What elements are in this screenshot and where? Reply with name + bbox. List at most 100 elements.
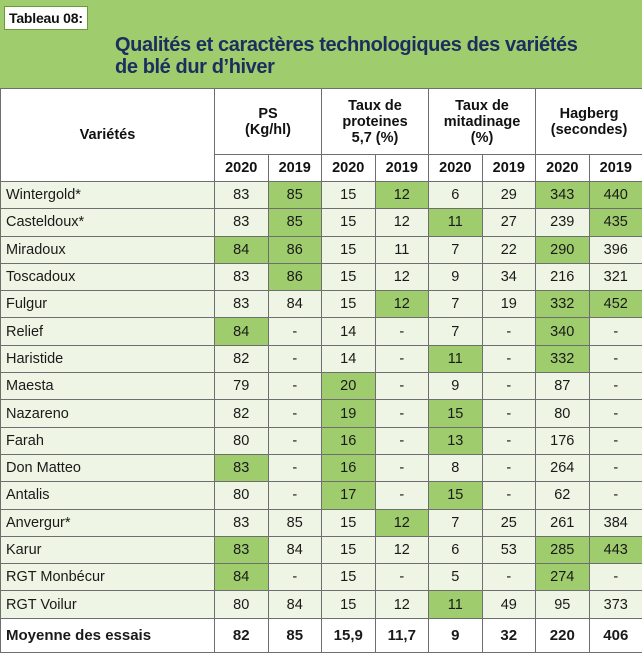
title-line-2: de blé dur d’hiver [115,56,275,78]
table-cell: 83 [214,180,269,210]
table-cell: 14 [321,344,376,374]
table-cell: 87 [535,372,590,401]
table-cell: - [588,399,642,428]
table-cell: 9 [428,262,483,292]
table-cell: 14 [321,317,376,346]
table-cell: - [481,317,537,346]
table-cell: - [267,563,322,592]
table-cell: 11 [428,344,483,374]
table-row: Fulgur 83 84 15 12 7 19 332 452 [0,290,642,319]
average-label: Moyenne des essais [0,617,215,653]
table-cell: 15 [321,208,376,237]
header-mitadinage: Taux de mitadinage (%) [428,88,537,155]
table-cell: - [481,344,537,374]
year-header: 2020 [214,154,269,182]
table-title: Qualités et caractères technologiques de… [115,34,635,78]
table-cell: 15 [321,590,376,619]
table-cell: 19 [321,399,376,428]
header-ps: PS (Kg/hl) [214,88,322,155]
table-cell: - [374,563,430,592]
title-line-1: Qualités et caractères technologiques de… [115,34,578,56]
table-cell: - [481,453,537,483]
table-cell: 84 [214,235,269,264]
variety-name: Farah [0,426,215,455]
table-cell: - [267,372,322,401]
variety-name: Casteldoux* [0,208,215,237]
table-cell: 25 [481,508,537,537]
table-cell: 274 [535,563,590,592]
table-row: Miradoux 84 86 15 11 7 22 290 396 [0,235,642,264]
table-cell: 15 [321,262,376,292]
table-row: RGT Monbécur 84-15-5-274- [0,563,642,592]
table-cell: 29 [481,180,537,210]
table-cell: 49 [481,590,537,619]
table-cell: 340 [535,317,590,346]
variety-name: Karur [0,535,215,565]
table-cell: 285 [535,535,590,565]
table-cell: 12 [374,180,430,210]
table-cell: 435 [588,208,642,237]
variety-name: Anvergur* [0,508,215,537]
table-row: Maesta 79-20-9-87- [0,372,642,401]
table-cell: 440 [588,180,642,210]
variety-name: Wintergold* [0,180,215,210]
table-cell: 332 [535,290,590,319]
table-cell: - [374,317,430,346]
table-cell: 6 [428,180,483,210]
table-cell: - [481,426,537,455]
table-cell: 82 [214,344,269,374]
table-cell: 290 [535,235,590,264]
table-cell: 80 [214,481,269,510]
table-cell: - [267,426,322,455]
table-cell: 12 [374,535,430,565]
table-cell: 84 [267,535,322,565]
table-cell: 22 [481,235,537,264]
table-cell: 7 [428,508,483,537]
table-cell: 216 [535,262,590,292]
table-cell: 86 [267,235,322,264]
variety-name: Don Matteo [0,453,215,483]
table-row: Antalis 80-17-15-62- [0,481,642,510]
table-row: Wintergold* 83 85 15 12 6 29 343 440 [0,180,642,210]
table-cell: 53 [481,535,537,565]
table-cell: - [588,372,642,401]
table-cell: 19 [481,290,537,319]
table-cell: 86 [267,262,322,292]
average-row: Moyenne des essais 82 85 15,9 11,7 9 32 220 406 [0,617,642,653]
year-header: 2019 [267,154,322,182]
average-cell: 9 [428,617,483,653]
average-cell: 15,9 [321,617,376,653]
table-cell: 83 [214,535,269,565]
table-cell: 16 [321,453,376,483]
table-cell: 321 [588,262,642,292]
table-cell: - [588,426,642,455]
table-cell: 83 [214,508,269,537]
table-tag: Tableau 08: [4,6,88,30]
table-cell: 85 [267,180,322,210]
table-cell: 15 [321,535,376,565]
table-cell: 15 [428,399,483,428]
variety-name: RGT Voilur [0,590,215,619]
table-cell: 83 [214,262,269,292]
table-cell: - [267,317,322,346]
table-cell: - [481,563,537,592]
table-cell: 17 [321,481,376,510]
table-cell: 15 [321,235,376,264]
table-cell: - [588,344,642,374]
table-cell: 83 [214,453,269,483]
table-cell: - [374,453,430,483]
table-cell: 83 [214,290,269,319]
table-row: Don Matteo 83-16-8-264- [0,453,642,483]
year-header-row: 2020 2019 2020 2019 2020 2019 2020 2019 [1,154,642,182]
table-cell: 332 [535,344,590,374]
average-cell: 32 [481,617,537,653]
table-cell: 6 [428,535,483,565]
table-cell: 85 [267,508,322,537]
table-cell: 27 [481,208,537,237]
table-row: Toscadoux 83 86 15 12 9 34 216 321 [0,262,642,292]
variety-name: Fulgur [0,290,215,319]
table-cell: 11 [428,208,483,237]
table-cell: 264 [535,453,590,483]
table-cell: 83 [214,208,269,237]
